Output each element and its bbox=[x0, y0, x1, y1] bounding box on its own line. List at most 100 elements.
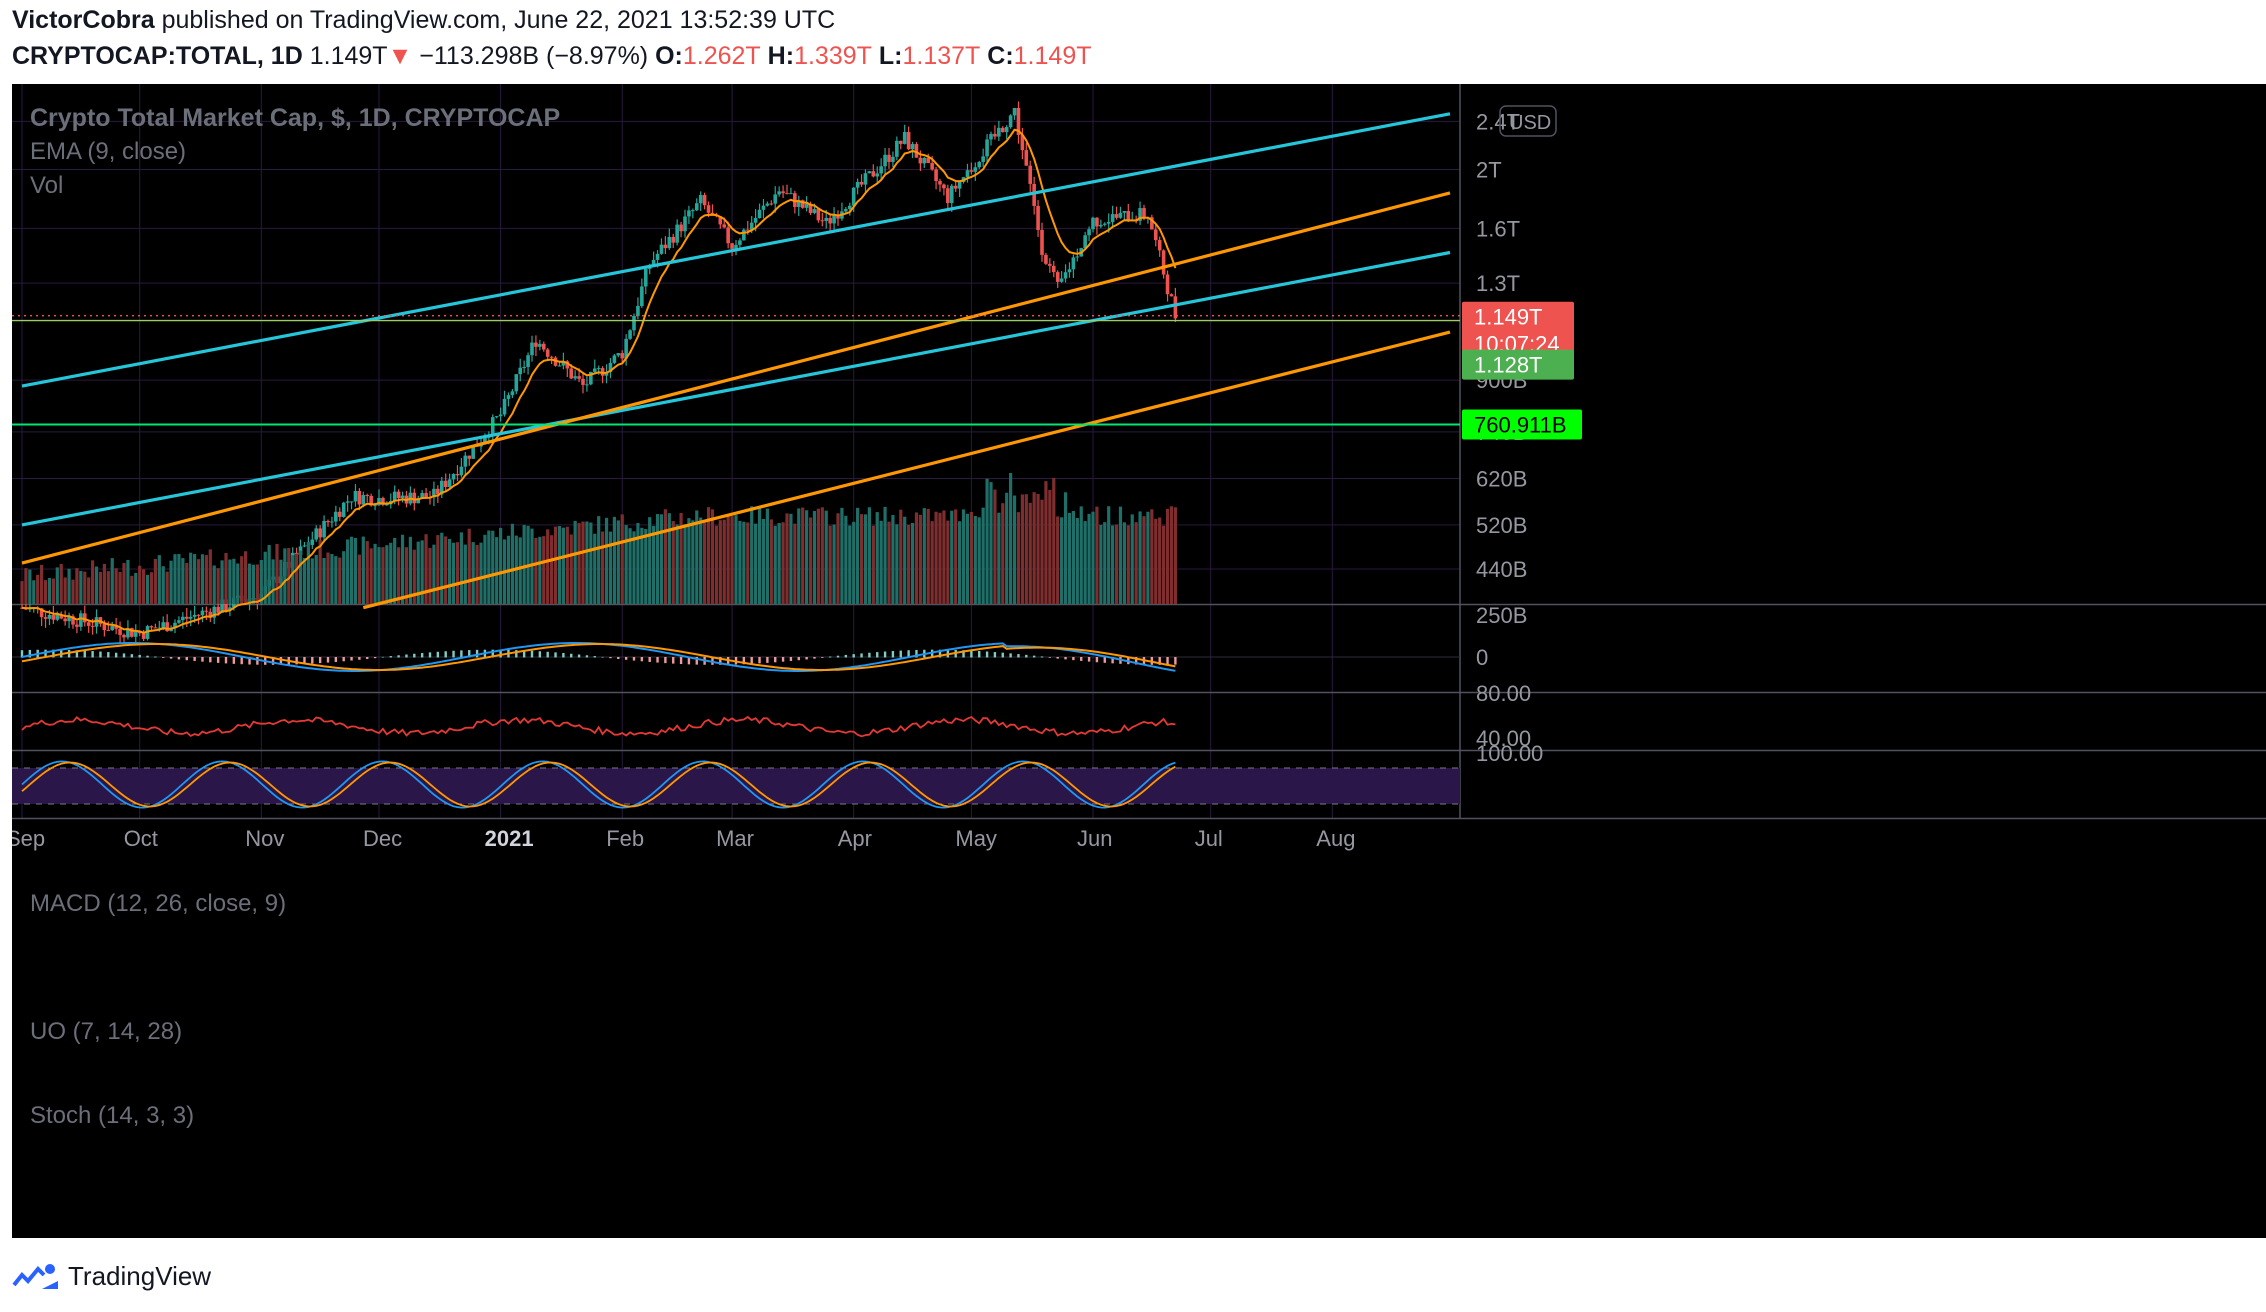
publish-line: VictorCobra published on TradingView.com… bbox=[12, 6, 835, 35]
candle-2021-03-19 bbox=[800, 200, 805, 208]
tradingview-logo-icon bbox=[12, 1264, 58, 1289]
volume-bar-2021-03-23 bbox=[816, 508, 820, 604]
macd-hist-bar bbox=[209, 657, 212, 663]
chart-canvas[interactable]: 2.4T2T1.6T1.3T900B740B620B520B440B1.149T… bbox=[6, 84, 2266, 1238]
macd-hist-bar bbox=[679, 657, 683, 665]
candle-2021-05-02 bbox=[973, 167, 978, 172]
uo-tick-40: 40.00 bbox=[1476, 726, 1531, 751]
candle-2020-11-20 bbox=[334, 511, 338, 522]
volume-bar-2020-12-15 bbox=[432, 544, 436, 604]
candle-2020-09-12 bbox=[63, 618, 67, 622]
volume-bar-2021-02-16 bbox=[679, 513, 683, 604]
volume-bar-2020-10-08 bbox=[165, 571, 169, 604]
volume-bar-2020-12-20 bbox=[451, 542, 456, 604]
volume-bar-2020-09-23 bbox=[106, 571, 110, 604]
macd-hist-bar bbox=[460, 650, 463, 658]
candle-2021-03-10 bbox=[765, 203, 770, 206]
candle-2020-10-24 bbox=[228, 607, 232, 611]
volume-bar-2021-06-14 bbox=[1142, 516, 1146, 604]
macd-hist-bar bbox=[154, 656, 157, 658]
time-label-May: May bbox=[955, 826, 997, 851]
macd-hist-bar bbox=[130, 654, 134, 658]
volume-bar-2021-05-31 bbox=[1087, 513, 1091, 604]
volume-group bbox=[20, 472, 1177, 604]
legend-macd[interactable]: MACD (12, 26, close, 9) bbox=[30, 890, 287, 917]
volume-bar-2021-04-28 bbox=[958, 521, 962, 604]
candle-2020-09-20 bbox=[94, 617, 99, 627]
candle-2021-01-18 bbox=[565, 361, 570, 369]
volume-bar-2021-01-18 bbox=[565, 526, 569, 604]
footer-brand[interactable]: TradingView bbox=[68, 1260, 212, 1291]
macd-hist-bar bbox=[224, 657, 228, 664]
macd-tick-1: 0 bbox=[1476, 645, 1488, 670]
candle-2020-10-04 bbox=[149, 626, 154, 628]
candle-2021-05-12 bbox=[1012, 107, 1017, 116]
candle-2021-02-28 bbox=[726, 227, 730, 244]
volume-bar-2021-03-30 bbox=[844, 515, 848, 604]
volume-bar-2021-03-02 bbox=[734, 515, 738, 604]
macd-hist-bar bbox=[91, 651, 94, 658]
candle-2021-01-19 bbox=[569, 368, 574, 379]
macd-hist-bar bbox=[742, 657, 746, 665]
candle-2021-02-01 bbox=[620, 353, 625, 359]
macd-hist-bar bbox=[428, 652, 432, 658]
legend-uo[interactable]: UO (7, 14, 28) bbox=[30, 1018, 183, 1045]
legend-stoch[interactable]: Stoch (14, 3, 3) bbox=[30, 1102, 195, 1129]
volume-bar-2021-03-29 bbox=[840, 507, 844, 604]
candle-2021-03-01 bbox=[730, 243, 734, 249]
volume-bar-2020-09-03 bbox=[28, 569, 32, 604]
macd-hist-bar bbox=[993, 652, 997, 658]
close-label: C: bbox=[987, 42, 1014, 70]
macd-hist-bar bbox=[593, 656, 596, 658]
volume-bar-2020-12-24 bbox=[467, 528, 471, 604]
candle-2021-05-25 bbox=[1063, 272, 1068, 279]
legend-ema[interactable]: EMA (9, close) bbox=[30, 138, 187, 165]
volume-bar-2021-03-05 bbox=[746, 522, 750, 604]
macd-hist-bar bbox=[876, 652, 879, 658]
volume-bar-2020-12-19 bbox=[448, 538, 452, 604]
macd-hist-bar bbox=[515, 650, 518, 658]
volume-bar-2020-11-01 bbox=[259, 560, 263, 604]
volume-bar-2021-01-01 bbox=[499, 527, 503, 604]
candle-2021-06-20 bbox=[1165, 274, 1170, 295]
volume-bar-2021-01-31 bbox=[616, 520, 620, 604]
volume-bar-2020-11-06 bbox=[279, 559, 283, 604]
legend-vol[interactable]: Vol bbox=[30, 172, 64, 199]
volume-bar-2020-11-15 bbox=[314, 554, 318, 604]
macd-hist-bar bbox=[664, 657, 667, 664]
close-value: 1.149T bbox=[1013, 42, 1092, 70]
volume-bar-2021-03-04 bbox=[742, 521, 746, 604]
macd-hist-bar bbox=[1095, 657, 1099, 663]
uo-line bbox=[21, 715, 1176, 738]
macd-hist-bar bbox=[538, 651, 542, 658]
volume-bar-2021-02-18 bbox=[687, 518, 691, 604]
candle-2020-12-05 bbox=[392, 491, 397, 501]
macd-hist-bar bbox=[169, 657, 173, 659]
candle-2021-04-07 bbox=[875, 173, 880, 177]
trend-line-cyan-1 bbox=[21, 250, 1451, 527]
volume-bar-2020-09-17 bbox=[83, 571, 87, 604]
candle-2021-04-19 bbox=[922, 157, 927, 164]
high-label: H: bbox=[767, 42, 795, 70]
volume-bar-2020-09-12 bbox=[63, 577, 67, 604]
candle-2021-02-07 bbox=[643, 268, 648, 287]
macd-hist-bar bbox=[1048, 657, 1052, 658]
candle-2021-03-08 bbox=[757, 209, 762, 219]
candle-2021-06-14 bbox=[1142, 208, 1146, 218]
candle-2021-02-03 bbox=[628, 330, 632, 339]
chart-area[interactable]: 2.4T2T1.6T1.3T900B740B620B520B440B1.149T… bbox=[6, 84, 2266, 1238]
candle-2020-09-11 bbox=[59, 614, 64, 619]
price-badge-text-1: 1.128T bbox=[1474, 353, 1543, 378]
volume-bar-2020-10-03 bbox=[145, 574, 150, 604]
candle-2021-05-05 bbox=[985, 139, 989, 157]
candle-2021-01-16 bbox=[557, 365, 562, 367]
author-name[interactable]: VictorCobra bbox=[12, 6, 155, 34]
candle-2020-10-15 bbox=[192, 614, 197, 617]
volume-bar-2021-01-20 bbox=[573, 520, 577, 604]
volume-bar-2021-02-23 bbox=[706, 507, 711, 604]
time-label-Dec: Dec bbox=[363, 826, 402, 851]
candle-2020-10-21 bbox=[216, 606, 220, 613]
volume-bar-2021-02-15 bbox=[675, 524, 679, 604]
volume-bar-2020-11-30 bbox=[373, 543, 377, 604]
candle-2021-04-22 bbox=[934, 169, 938, 182]
